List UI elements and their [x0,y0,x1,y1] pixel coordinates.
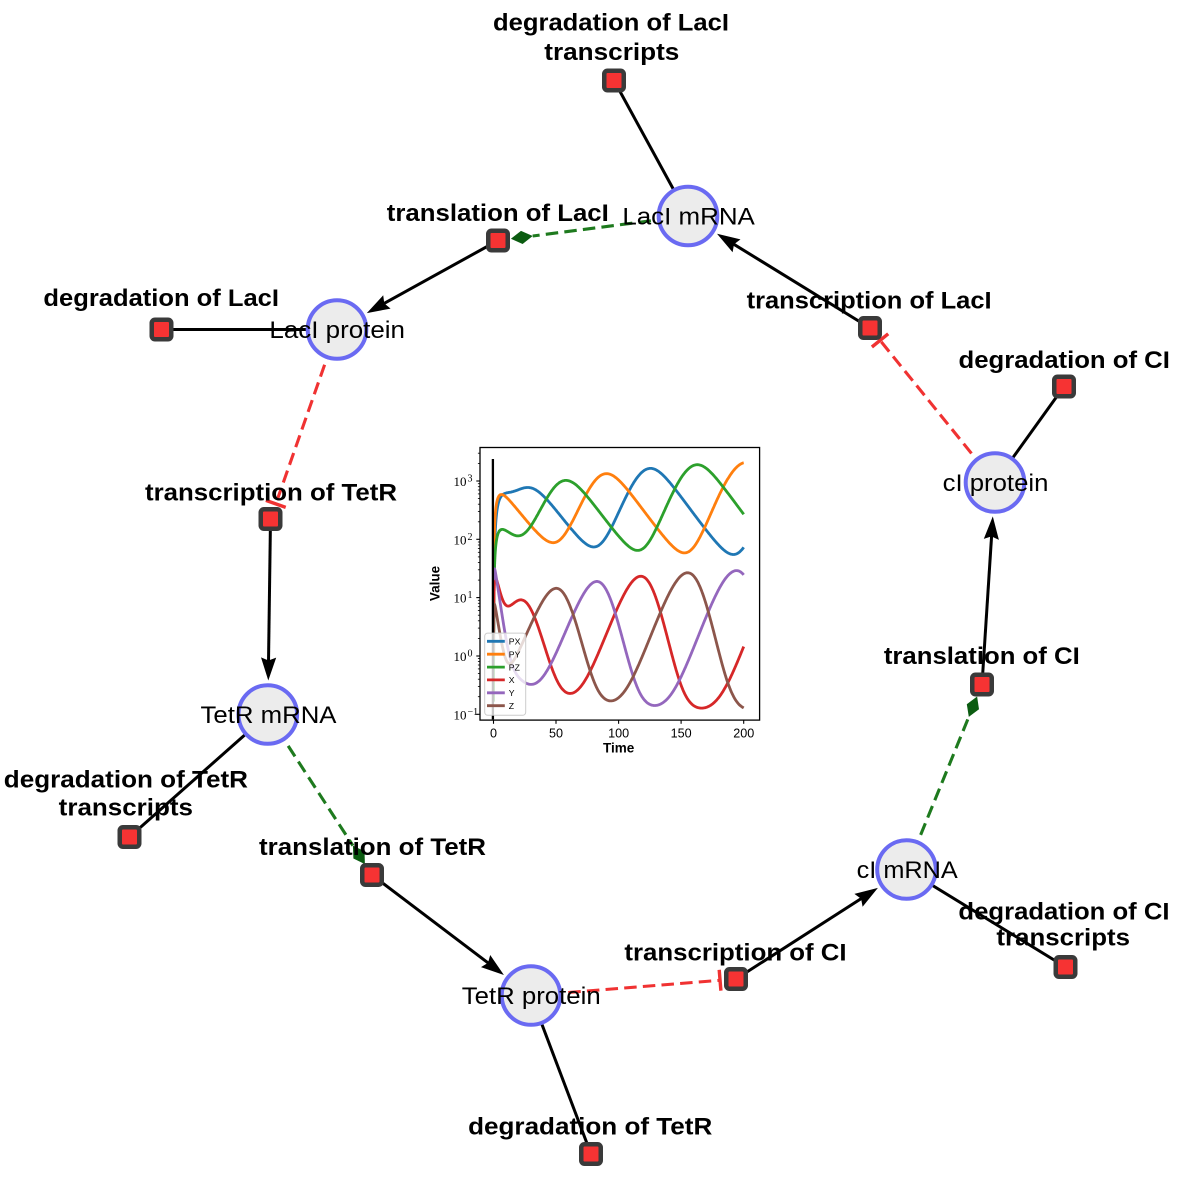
svg-text:degradation of CI: degradation of CI [958,898,1169,925]
svg-text:translation of CI: translation of CI [884,643,1080,670]
svg-text:10: 10 [454,474,467,489]
svg-text:transcription of LacI: transcription of LacI [747,288,992,315]
svg-text:3: 3 [468,474,473,485]
svg-text:2: 2 [468,532,473,543]
svg-text:Value: Value [428,565,443,601]
svg-text:10: 10 [454,532,467,547]
svg-text:transcripts: transcripts [59,794,193,821]
svg-text:Time: Time [603,741,635,756]
svg-text:degradation of CI: degradation of CI [959,347,1170,374]
svg-text:transcription of TetR: transcription of TetR [145,480,397,507]
svg-text:200: 200 [733,726,754,740]
svg-text:LacI protein: LacI protein [269,317,405,344]
svg-text:10: 10 [454,591,467,606]
svg-text:transcripts: transcripts [996,925,1130,952]
svg-text:degradation of LacI: degradation of LacI [43,285,279,312]
svg-text:TetR mRNA: TetR mRNA [201,702,337,729]
svg-text:150: 150 [671,726,692,740]
svg-text:cI protein: cI protein [943,470,1049,497]
svg-text:degradation of TetR: degradation of TetR [4,766,248,793]
svg-text:−1: −1 [468,707,479,718]
svg-text:degradation of TetR: degradation of TetR [468,1114,712,1141]
svg-text:PY: PY [509,649,521,659]
svg-text:Z: Z [509,701,515,711]
svg-text:100: 100 [608,726,629,740]
svg-text:10: 10 [454,649,467,664]
svg-text:TetR protein: TetR protein [462,983,601,1010]
svg-text:translation of TetR: translation of TetR [259,834,486,861]
svg-text:0: 0 [490,726,497,740]
svg-text:X: X [509,675,515,685]
svg-text:LacI mRNA: LacI mRNA [622,203,755,230]
svg-text:Y: Y [509,688,515,698]
svg-text:1: 1 [468,590,473,601]
svg-text:PX: PX [509,637,521,647]
svg-text:transcripts: transcripts [544,39,679,66]
svg-text:cI mRNA: cI mRNA [857,857,958,884]
svg-text:0: 0 [468,649,473,660]
svg-text:transcription of CI: transcription of CI [624,939,846,966]
svg-text:50: 50 [549,726,563,740]
svg-text:PZ: PZ [509,662,521,672]
svg-text:translation of LacI: translation of LacI [387,200,609,227]
svg-text:degradation of LacI: degradation of LacI [493,9,729,36]
svg-text:10: 10 [454,707,467,722]
